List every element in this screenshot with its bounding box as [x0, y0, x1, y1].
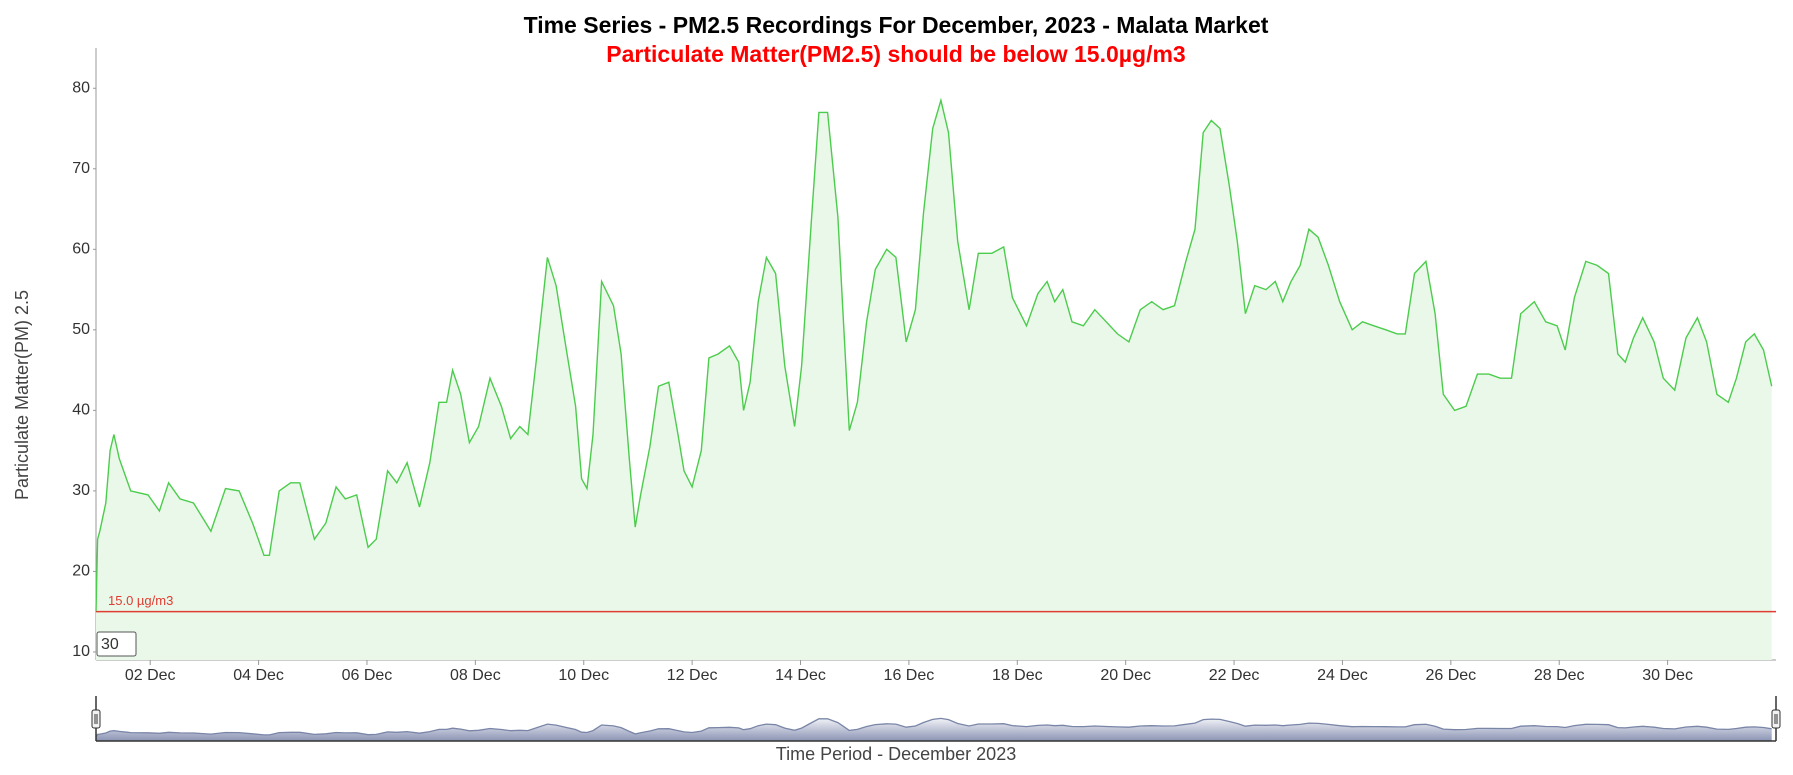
- area-fill: [96, 100, 1772, 661]
- x-tick-label: 30 Dec: [1642, 667, 1693, 684]
- chart-subtitle: Particulate Matter(PM2.5) should be belo…: [606, 41, 1185, 67]
- x-tick-label: 16 Dec: [884, 667, 935, 684]
- x-tick-label: 12 Dec: [667, 667, 718, 684]
- x-tick-label: 02 Dec: [125, 667, 176, 684]
- y-tick-label: 40: [72, 402, 90, 419]
- y-tick-label: 80: [72, 79, 90, 96]
- x-tick-label: 28 Dec: [1534, 667, 1585, 684]
- threshold-label: 15.0 µg/m3: [108, 593, 173, 608]
- y-tick-label: 10: [72, 643, 90, 660]
- x-tick-label: 04 Dec: [233, 667, 284, 684]
- range-input[interactable]: [96, 631, 137, 657]
- y-tick-label: 30: [72, 482, 90, 499]
- plot-area: 10 20 30 40 50 60 70 80 02 Dec 04 Dec 06 Dec 08 Dec…: [72, 48, 1781, 742]
- navigator-handle[interactable]: [91, 709, 101, 729]
- navigator-line: [95, 717, 1772, 738]
- range-input-value[interactable]: 30: [101, 636, 119, 653]
- x-tick-label: 06 Dec: [342, 667, 393, 684]
- x-tick-label: 26 Dec: [1425, 667, 1476, 684]
- x-tick-label: 18 Dec: [992, 667, 1043, 684]
- y-tick-label: 70: [72, 160, 90, 177]
- y-tick-label: 60: [72, 241, 90, 258]
- x-tick-label: 08 Dec: [450, 667, 501, 684]
- x-tick-label: 10 Dec: [558, 667, 609, 684]
- navigator-area: [96, 718, 1772, 741]
- x-tick-label: 20 Dec: [1100, 667, 1151, 684]
- y-axis-title: Particulate Matter(PM) 2.5: [12, 290, 32, 500]
- x-tick-label: 22 Dec: [1209, 667, 1260, 684]
- y-tick-label: 50: [72, 321, 90, 338]
- x-tick-label: 14 Dec: [775, 667, 826, 684]
- series-line: [95, 97, 1773, 612]
- navigator-handle[interactable]: [1771, 709, 1781, 729]
- x-axis-title: Time Period - December 2023: [776, 744, 1016, 764]
- x-tick-label: 24 Dec: [1317, 667, 1368, 684]
- y-tick-label: 20: [72, 563, 90, 580]
- chart-title: Time Series - PM2.5 Recordings For Decem…: [524, 12, 1269, 38]
